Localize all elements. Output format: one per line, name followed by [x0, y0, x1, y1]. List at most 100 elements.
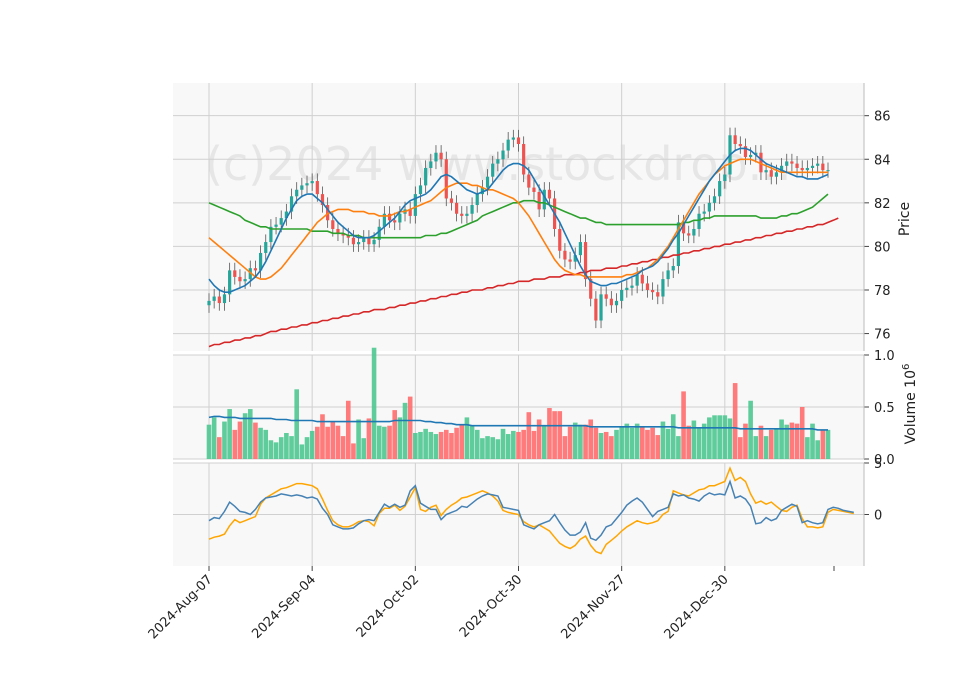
volume-bar	[433, 434, 439, 459]
volume-bar	[732, 383, 738, 459]
volume-bar	[345, 400, 351, 459]
y-tick-label: 0.0	[874, 453, 895, 468]
volume-bar	[397, 417, 403, 459]
candle-body	[712, 196, 717, 203]
candle-body	[563, 250, 567, 260]
candle-body	[243, 279, 247, 282]
volume-bar	[583, 424, 588, 459]
volume-bar	[206, 424, 212, 459]
candle-body	[372, 239, 376, 245]
candle-body	[604, 294, 608, 299]
candle-body	[356, 242, 361, 245]
candle-body	[269, 226, 273, 243]
volume-bar	[655, 435, 661, 459]
volume-bar	[438, 431, 444, 459]
x-tick-label: 2024-Nov-27	[558, 572, 628, 642]
volume-bar	[454, 427, 459, 459]
candle-body	[779, 165, 784, 173]
candle-body	[790, 161, 794, 164]
volume-bar	[521, 429, 526, 459]
y-tick-label: 0	[874, 509, 882, 524]
volume-bar	[748, 400, 753, 459]
candle-body	[398, 213, 402, 223]
volume-bar	[320, 414, 325, 459]
candle-body	[821, 163, 825, 171]
candle-body	[284, 211, 288, 219]
x-tick-label: 2024-Oct-30	[457, 572, 525, 640]
volume-bar	[407, 396, 413, 459]
volume-bar	[361, 438, 367, 459]
y-tick-label: 82	[874, 197, 891, 212]
candle-body	[532, 187, 536, 192]
candle-body	[635, 274, 639, 286]
osc-orange-line	[208, 466, 854, 555]
candle-body	[248, 268, 252, 280]
volume-bar	[330, 421, 336, 459]
candle-body	[289, 196, 294, 212]
volume-bar	[299, 444, 305, 459]
candle-body	[351, 237, 356, 245]
volume-bar	[650, 427, 655, 459]
candle-body	[578, 242, 582, 256]
candle-body	[465, 213, 469, 216]
volume-bar	[717, 415, 722, 459]
candle-body	[527, 174, 531, 188]
candle-body	[723, 174, 727, 182]
candle-body	[217, 296, 221, 304]
candle-body	[496, 159, 500, 164]
candle-body	[614, 300, 619, 306]
candle-body	[805, 167, 809, 171]
volume-bar	[480, 438, 485, 459]
oscillator-series	[208, 466, 854, 555]
price-series	[207, 127, 839, 348]
volume-bar	[681, 391, 686, 459]
volume-bar	[376, 425, 382, 459]
volume-bar	[505, 434, 511, 459]
volume-bar	[294, 389, 299, 459]
volume-bar	[217, 437, 222, 459]
candle-body	[620, 289, 624, 301]
candle-body	[826, 170, 830, 172]
candle-body	[455, 202, 459, 214]
candle-body	[253, 268, 258, 271]
candle-body	[656, 292, 660, 297]
candle-body	[795, 163, 799, 168]
volume-bar	[289, 436, 294, 459]
candle-body	[599, 294, 603, 321]
candle-body	[387, 213, 392, 221]
x-tick-label: 2024-Oct-02	[354, 572, 422, 640]
volume-axis-label: Volume 106	[901, 364, 919, 445]
volume-bar	[443, 429, 449, 459]
candle-body	[702, 211, 706, 214]
volume-bar	[516, 431, 521, 459]
candle-body	[300, 185, 304, 190]
candle-body	[609, 298, 613, 306]
price-axis-label: Price	[897, 202, 913, 236]
candle-body	[743, 146, 748, 158]
x-tick-label: 2024-Dec-30	[662, 572, 732, 642]
x-tick-label: 2024-Aug-07	[146, 572, 216, 642]
candle-body	[480, 187, 484, 195]
volume-bar	[278, 437, 284, 459]
candle-body	[413, 194, 417, 216]
volume-bar	[624, 423, 630, 459]
volume-bar	[541, 425, 547, 459]
candle-body	[692, 228, 696, 236]
candle-body	[279, 218, 283, 225]
candle-body	[573, 255, 577, 262]
y-tick-label: 84	[874, 153, 891, 168]
candle-body	[589, 279, 593, 299]
candle-body	[408, 209, 412, 216]
candle-body	[393, 220, 397, 223]
volume-bar	[619, 426, 624, 459]
candle-body	[697, 213, 701, 229]
volume-series	[206, 347, 831, 459]
candle-body	[707, 202, 711, 212]
volume-bar	[701, 423, 707, 459]
volume-bar	[738, 437, 743, 459]
y-tick-label: 5	[874, 457, 882, 472]
candle-body	[315, 181, 319, 195]
volume-bar	[609, 436, 614, 459]
volume-bar	[825, 429, 831, 459]
candle-body	[207, 300, 211, 306]
